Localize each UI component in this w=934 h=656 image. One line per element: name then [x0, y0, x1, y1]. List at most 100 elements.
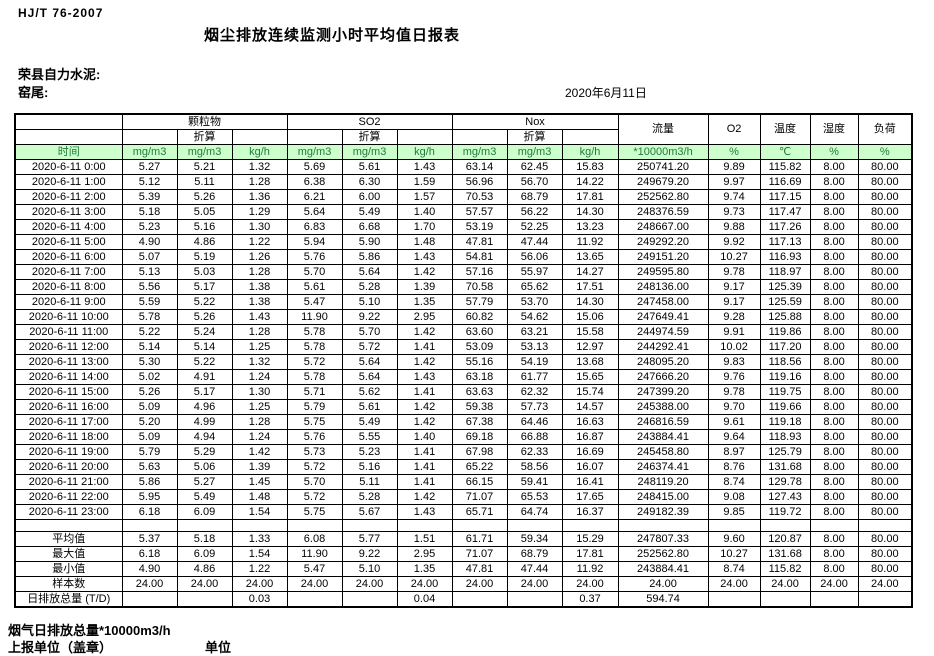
value-cell: 5.13 [121, 264, 178, 280]
value-cell: 59.41 [506, 474, 563, 490]
value-cell: 53.70 [506, 294, 563, 310]
value-cell: 5.73 [286, 444, 343, 460]
value-cell: 5.70 [341, 324, 398, 340]
value-cell: 6.38 [286, 174, 343, 190]
time-cell: 2020-6-11 10:00 [14, 309, 123, 325]
value-cell: 248095.20 [617, 354, 709, 370]
value-cell: 248376.59 [617, 204, 709, 220]
value-cell: 8.00 [809, 189, 859, 205]
time-cell: 2020-6-11 3:00 [14, 204, 123, 220]
value-cell: 249151.20 [617, 249, 709, 265]
table-row: 2020-6-11 8:00 5.56 5.17 1.38 5.61 5.28 1.39 70… [14, 279, 913, 295]
value-cell: 5.67 [341, 504, 398, 520]
value-cell: 5.55 [341, 429, 398, 445]
value-cell [506, 591, 563, 608]
value-cell: 15.83 [561, 159, 619, 175]
value-cell: 1.43 [396, 249, 453, 265]
value-cell: 66.88 [506, 429, 563, 445]
value-cell: 1.57 [396, 189, 453, 205]
value-cell: 1.25 [231, 339, 288, 355]
value-cell: 24.00 [707, 576, 761, 592]
unit-cell: % [809, 144, 859, 160]
value-cell: 8.00 [809, 249, 859, 265]
value-cell: 80.00 [857, 459, 913, 475]
value-cell: 24.00 [617, 576, 709, 592]
value-cell: 63.14 [451, 159, 508, 175]
value-cell: 248136.00 [617, 279, 709, 295]
value-cell: 8.00 [809, 174, 859, 190]
value-cell: 15.06 [561, 309, 619, 325]
value-cell: 5.86 [341, 249, 398, 265]
header-flow: 流量 [617, 113, 709, 145]
value-cell: 17.51 [561, 279, 619, 295]
unit-cell: mg/m3 [506, 144, 563, 160]
value-cell: 1.24 [231, 369, 288, 385]
value-cell: 57.57 [451, 204, 508, 220]
value-cell: 52.25 [506, 219, 563, 235]
header-load: 负荷 [857, 113, 913, 145]
table-row: 2020-6-11 22:00 5.95 5.49 1.48 5.72 5.28 1.42 7… [14, 489, 913, 505]
value-cell: 24.00 [341, 576, 398, 592]
value-cell: 8.00 [809, 354, 859, 370]
time-cell: 2020-6-11 19:00 [14, 444, 123, 460]
value-cell: 5.12 [121, 174, 178, 190]
value-cell: 1.42 [396, 399, 453, 415]
value-cell: 5.30 [121, 354, 178, 370]
value-cell: 56.06 [506, 249, 563, 265]
value-cell: 119.16 [759, 369, 811, 385]
value-cell: 1.40 [396, 429, 453, 445]
value-cell: 9.70 [707, 399, 761, 415]
value-cell: 5.02 [121, 369, 178, 385]
value-cell: 247666.20 [617, 369, 709, 385]
value-cell: 65.53 [506, 489, 563, 505]
value-cell: 5.72 [286, 489, 343, 505]
time-cell: 2020-6-11 0:00 [14, 159, 123, 175]
value-cell: 0.04 [396, 591, 453, 608]
value-cell: 17.81 [561, 189, 619, 205]
summary-row: 最小值 4.90 4.86 1.22 5.47 5.10 1.35 47.81 47.44 11.… [14, 561, 913, 577]
time-cell: 2020-6-11 21:00 [14, 474, 123, 490]
value-cell: 5.19 [176, 249, 233, 265]
value-cell: 8.00 [809, 459, 859, 475]
daily-total-row: 日排放总量 (T/D) 0.03 0.04 0.37 594.74 [14, 591, 913, 608]
value-cell: 119.86 [759, 324, 811, 340]
value-cell: 5.11 [341, 474, 398, 490]
value-cell: 5.07 [121, 249, 178, 265]
value-cell: 14.57 [561, 399, 619, 415]
unit-cell: *10000m3/h [617, 144, 709, 160]
value-cell: 8.00 [809, 414, 859, 430]
daily-total-label: 日排放总量 (T/D) [14, 591, 123, 608]
value-cell: 131.68 [759, 546, 811, 562]
time-header: 时间 [14, 144, 123, 160]
value-cell: 1.39 [396, 279, 453, 295]
time-cell: 2020-6-11 6:00 [14, 249, 123, 265]
value-cell: 1.40 [396, 204, 453, 220]
table-row: 2020-6-11 14:00 5.02 4.91 1.24 5.78 5.64 1.43 6… [14, 369, 913, 385]
value-cell: 5.78 [121, 309, 178, 325]
table-row: 2020-6-11 1:00 5.12 5.11 1.28 6.38 6.30 1.59 56… [14, 174, 913, 190]
value-cell: 247458.00 [617, 294, 709, 310]
value-cell: 1.42 [396, 324, 453, 340]
value-cell: 119.72 [759, 504, 811, 520]
value-cell: 57.16 [451, 264, 508, 280]
header-o2: O2 [707, 113, 761, 145]
value-cell: 5.47 [286, 561, 343, 577]
value-cell: 24.00 [857, 576, 913, 592]
time-cell: 2020-6-11 9:00 [14, 294, 123, 310]
value-cell: 24.00 [396, 576, 453, 592]
time-cell: 2020-6-11 20:00 [14, 459, 123, 475]
summary-label: 平均值 [14, 531, 123, 547]
value-cell: 5.09 [121, 429, 178, 445]
value-cell: 80.00 [857, 234, 913, 250]
standard-code: HJ/T 76-2007 [18, 6, 104, 20]
value-cell: 2.95 [396, 309, 453, 325]
time-cell: 2020-6-11 11:00 [14, 324, 123, 340]
unit-cell: kg/h [396, 144, 453, 160]
value-cell: 5.49 [176, 489, 233, 505]
value-cell: 117.47 [759, 204, 811, 220]
time-cell: 2020-6-11 2:00 [14, 189, 123, 205]
value-cell: 1.54 [231, 504, 288, 520]
table-row: 2020-6-11 5:00 4.90 4.86 1.22 5.94 5.90 1.48 47… [14, 234, 913, 250]
summary-row: 样本数 24.00 24.00 24.00 24.00 24.00 24.00 24.00 24… [14, 576, 913, 592]
value-cell: 9.78 [707, 264, 761, 280]
